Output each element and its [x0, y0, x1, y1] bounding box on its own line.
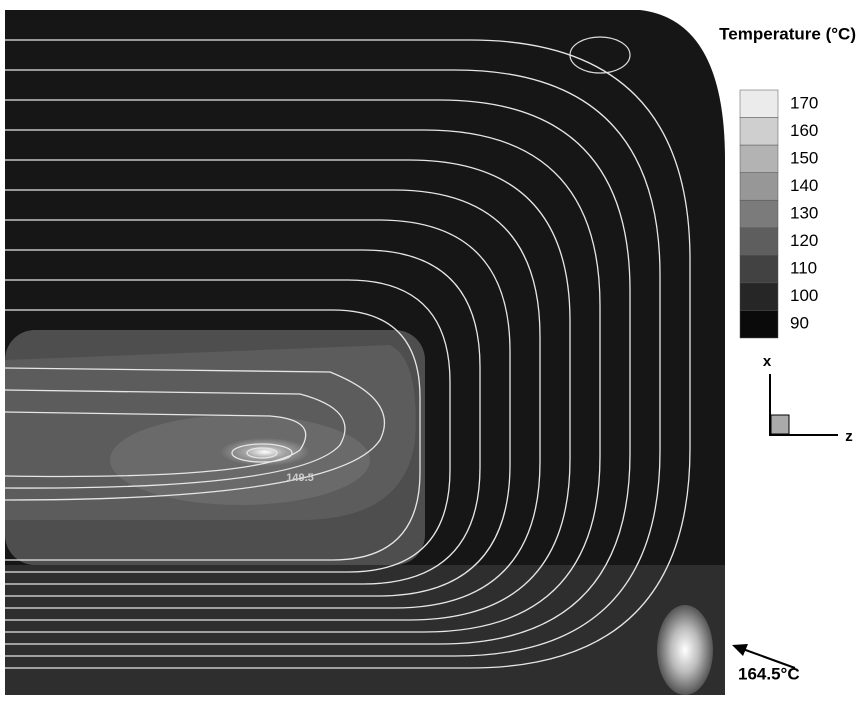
contour-label: 149.5 [286, 472, 314, 484]
colorbar-label: 150 [790, 148, 818, 167]
colorbar-band [740, 90, 778, 118]
hot-spot-label: 164.5°C [738, 664, 800, 683]
colorbar-band [740, 173, 778, 201]
axis-box [771, 415, 789, 434]
colorbar-band [740, 118, 778, 146]
colorbar-band [740, 200, 778, 228]
colorbar-band [740, 255, 778, 283]
colorbar: 170 160 150 140 130 120 110 100 90 [740, 90, 818, 338]
colorbar-label: 140 [790, 176, 818, 195]
colorbar-label: 170 [790, 93, 818, 112]
colorbar-band [740, 310, 778, 338]
colorbar-label: 100 [790, 286, 818, 305]
colorbar-label: 130 [790, 203, 818, 222]
colorbar-band [740, 228, 778, 256]
colorbar-band [740, 145, 778, 173]
axis-label-x: x [763, 353, 772, 370]
colorbar-band [740, 283, 778, 311]
axis-label-z: z [845, 428, 853, 445]
axis-indicator: x z [763, 353, 853, 445]
colorbar-label: 160 [790, 121, 818, 140]
hot-spot [657, 605, 713, 695]
figure: 149.5 Temperature (°C) 170 160 150 140 130 12… [0, 0, 861, 700]
colorbar-label: 120 [790, 231, 818, 250]
colorbar-label: 90 [790, 314, 809, 333]
colorbar-label: 110 [790, 259, 817, 278]
colorbar-title: Temperature (°C) [719, 24, 856, 43]
plot-area: 149.5 [5, 10, 725, 695]
